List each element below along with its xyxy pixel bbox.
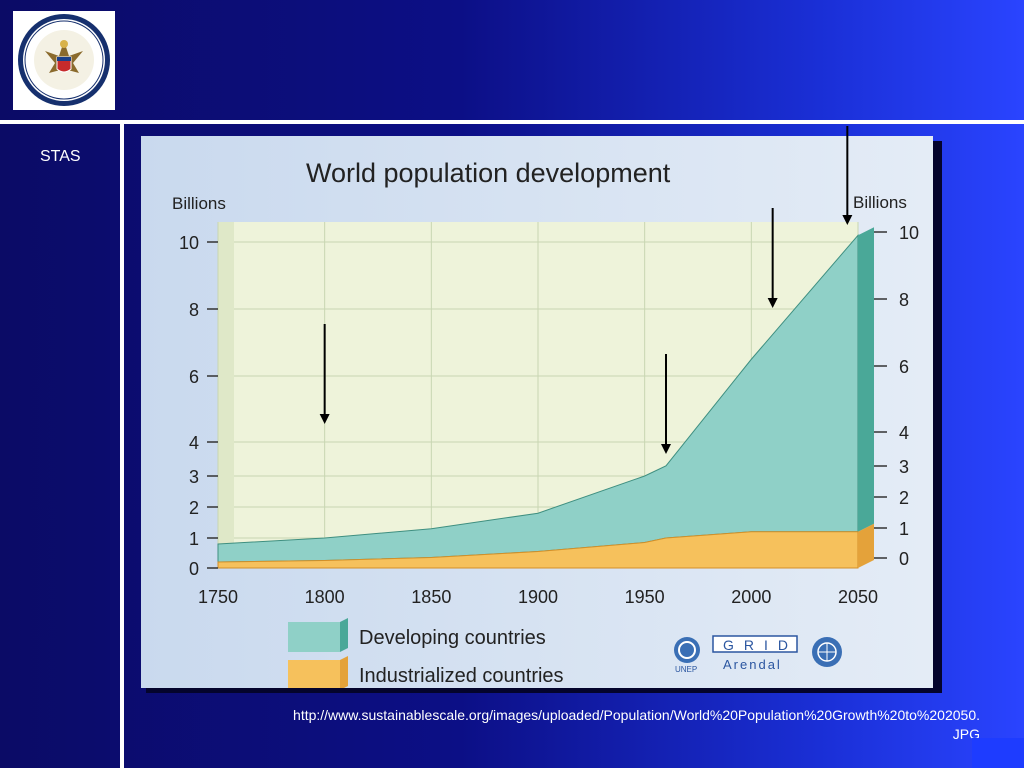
area-developing-side — [858, 227, 874, 532]
legend-label: Developing countries — [359, 627, 546, 649]
y-tick-label-right: 6 — [899, 357, 909, 377]
legend-swatch-side — [340, 656, 348, 688]
y-tick-label-right: 8 — [899, 290, 909, 310]
x-tick-label: 1900 — [518, 587, 558, 607]
department-of-state-seal — [13, 11, 115, 110]
legend-label: Industrialized countries — [359, 665, 564, 687]
y-axis-label-left: Billions — [172, 194, 226, 213]
y-tick-label-right: 4 — [899, 423, 909, 443]
y-tick-label-left: 0 — [189, 559, 199, 579]
sidebar-label: STAS — [40, 148, 81, 165]
population-chart: World population development Billions Bi… — [141, 136, 933, 688]
x-tick-label: 2050 — [838, 587, 878, 607]
corner-block — [972, 738, 1024, 768]
sidebar-divider — [120, 122, 124, 768]
legend-swatch — [288, 622, 340, 652]
legend: Developing countries Industrialized count… — [288, 618, 564, 688]
y-tick-label-left: 10 — [179, 233, 199, 253]
x-tick-label: 1850 — [411, 587, 451, 607]
grid-logo-text: GRID — [723, 637, 798, 653]
unep-icon — [674, 637, 700, 663]
arendal-logo-text: Arendal — [723, 657, 782, 672]
x-tick-label: 1800 — [305, 587, 345, 607]
plot-left-wall — [218, 222, 234, 568]
x-tick-label: 2000 — [731, 587, 771, 607]
legend-swatch — [288, 660, 340, 688]
y-tick-label-left: 2 — [189, 498, 199, 518]
x-tick-label: 1950 — [625, 587, 665, 607]
source-url-line-1: http://www.sustainablescale.org/images/u… — [293, 707, 980, 723]
chart-panel: World population development Billions Bi… — [141, 136, 933, 688]
y-tick-label-right: 10 — [899, 223, 919, 243]
y-tick-label-left: 8 — [189, 300, 199, 320]
y-tick-label-right: 0 — [899, 549, 909, 569]
source-url-caption: http://www.sustainablescale.org/images/u… — [140, 706, 980, 744]
logos: UNEP GRID Arendal — [674, 635, 842, 674]
y-axis-label-right: Billions — [853, 193, 907, 212]
plot-area: 0 1 2 3 4 6 8 10 0 1 2 3 4 6 8 10 1750 1800 1850 1900 1950 20… — [179, 222, 919, 607]
unep-logo-text: UNEP — [675, 665, 697, 674]
grid-arendal-logo — [712, 635, 798, 653]
seal-icon — [18, 14, 110, 106]
header-divider — [0, 120, 1024, 124]
y-tick-label-left: 1 — [189, 529, 199, 549]
y-tick-label-left: 6 — [189, 367, 199, 387]
source-url-line-2: JPG — [952, 726, 980, 742]
chart-title: World population development — [306, 158, 671, 188]
x-tick-label: 1750 — [198, 587, 238, 607]
area-industrialized-countries — [217, 531, 859, 569]
y-tick-label-right: 1 — [899, 519, 909, 539]
y-tick-label-left: 3 — [189, 467, 199, 487]
legend-swatch-side — [340, 618, 348, 652]
y-tick-label-right: 2 — [899, 488, 909, 508]
y-tick-label-left: 4 — [189, 433, 199, 453]
area-industrialized-side — [858, 523, 874, 568]
y-tick-label-right: 3 — [899, 457, 909, 477]
